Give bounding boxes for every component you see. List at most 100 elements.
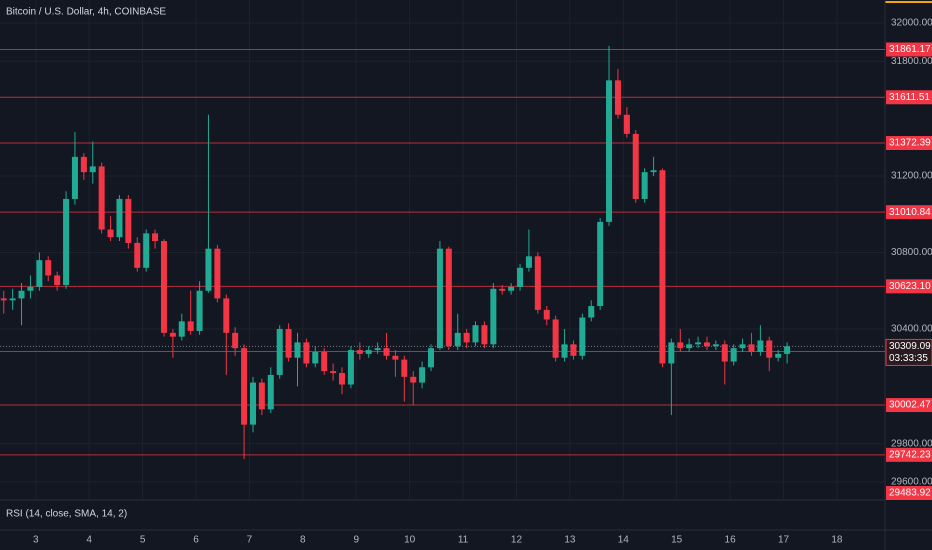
candle-body [285, 329, 292, 358]
candle-body [223, 298, 230, 333]
last-price-label: 30309.09 [889, 341, 931, 352]
candle-body [178, 321, 185, 337]
labels: 29600.00 29800.00 30400.00 30800.00 31200.00… [33, 18, 932, 546]
x-tick-label: 15 [671, 535, 683, 546]
x-tick-label: 17 [778, 535, 790, 546]
x-tick-label: 5 [140, 535, 146, 546]
candle-body [410, 376, 417, 383]
candle-body [721, 344, 728, 362]
grid [0, 0, 885, 500]
candle-body [116, 198, 123, 238]
candle-body [481, 325, 488, 345]
candle-body [543, 309, 550, 320]
level-label: 29483.92 [889, 488, 931, 499]
candle-body [187, 321, 194, 331]
candle-body [250, 382, 257, 425]
candle-body [428, 348, 435, 368]
candle-body [445, 248, 452, 347]
candle-body [668, 342, 675, 364]
candle-body [321, 351, 328, 372]
candle-body [169, 332, 176, 337]
candle-body [214, 248, 221, 299]
candle-body [196, 290, 203, 331]
x-tick-label: 11 [458, 535, 469, 546]
candle-body [107, 229, 114, 238]
candle-body [276, 329, 283, 375]
x-tick-label: 8 [300, 535, 306, 546]
candle-body [160, 241, 167, 333]
countdown-label: 03:33:35 [889, 353, 928, 364]
x-tick-label: 18 [831, 535, 843, 546]
candle-body [677, 342, 684, 349]
y-tick-label: 31800.00 [891, 56, 932, 67]
indicator-label: RSI (14, close, SMA, 14, 2) [6, 509, 127, 520]
candle-body [0, 298, 7, 301]
candle-body [205, 248, 212, 291]
candle-body [392, 355, 399, 360]
candle-body [570, 344, 577, 356]
x-tick-label: 12 [511, 535, 523, 546]
candle-body [45, 260, 52, 276]
candle-body [330, 371, 337, 374]
candle-body [730, 348, 737, 362]
level-label-box [886, 42, 932, 57]
candle-body [401, 359, 408, 377]
candle-body [561, 344, 568, 358]
candle-body [579, 317, 586, 356]
y-tick-label: 30400.00 [891, 324, 932, 335]
candle-body [125, 198, 132, 243]
y-tick-label: 31200.00 [891, 171, 932, 182]
candle-body [312, 351, 319, 364]
candle-body [508, 286, 515, 291]
levels [0, 49, 885, 456]
x-tick-label: 7 [247, 535, 253, 546]
candle-body [303, 342, 310, 364]
x-tick-label: 6 [193, 535, 199, 546]
level-label-box [886, 205, 932, 220]
candle-body [36, 260, 43, 287]
candle-body [588, 306, 595, 318]
candle-body [552, 319, 559, 358]
candle-body [374, 348, 381, 351]
candle-body [80, 156, 87, 173]
candle-body [695, 342, 702, 345]
candle-body [267, 374, 274, 410]
last-price-box [885, 338, 932, 366]
candle-body [365, 350, 372, 354]
y-tick-label: 32000.00 [891, 18, 932, 29]
candle-body [347, 350, 354, 385]
candle-body [98, 166, 105, 230]
candle-body [134, 242, 141, 268]
candle-body [517, 267, 524, 287]
candle-body [294, 342, 301, 358]
candle-body [606, 80, 613, 222]
candle-body [258, 382, 265, 410]
candle-body [436, 248, 443, 349]
candle-body [712, 344, 719, 347]
x-tick-label: 10 [404, 535, 416, 546]
level-label-box [886, 279, 932, 294]
level-label: 31611.51 [889, 92, 930, 103]
candle-body [419, 367, 426, 383]
chart-title: Bitcoin / U.S. Dollar, 4h, COINBASE [6, 7, 166, 18]
candle-body [632, 133, 639, 199]
x-tick-label: 9 [353, 535, 359, 546]
candle-body [27, 286, 34, 291]
candle-body [525, 256, 532, 268]
level-label-box [886, 447, 932, 462]
candle-body [597, 221, 604, 307]
level-label: 29742.23 [889, 449, 931, 460]
candle-body [152, 233, 159, 242]
candle-body [89, 166, 96, 173]
x-tick-label: 16 [725, 535, 737, 546]
candle-body [748, 344, 755, 352]
candle-body [338, 373, 345, 385]
y-tick-label: 29800.00 [891, 438, 932, 449]
candle-body [614, 80, 621, 115]
level-label-box [886, 398, 932, 413]
y-tick-label: 30800.00 [891, 247, 932, 258]
candle-body [63, 198, 70, 286]
candle-body [383, 348, 390, 356]
